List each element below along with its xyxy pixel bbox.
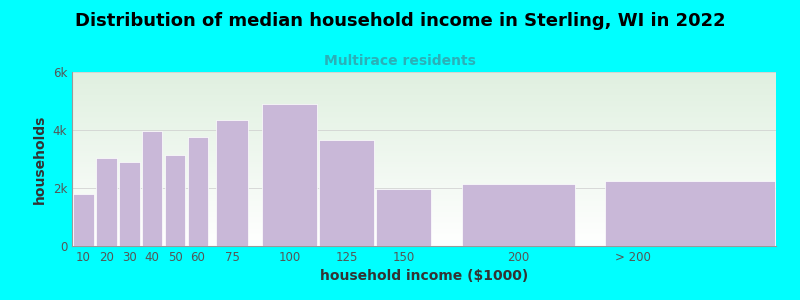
Bar: [377, 190, 431, 246]
Bar: [96, 158, 117, 246]
Bar: [606, 181, 775, 246]
Bar: [142, 131, 162, 246]
Bar: [188, 137, 208, 246]
Bar: [462, 184, 574, 246]
Bar: [119, 162, 139, 246]
Bar: [165, 155, 186, 246]
Bar: [73, 194, 94, 246]
Text: Distribution of median household income in Sterling, WI in 2022: Distribution of median household income …: [74, 12, 726, 30]
Bar: [319, 140, 374, 246]
Text: Multirace residents: Multirace residents: [324, 54, 476, 68]
X-axis label: household income ($1000): household income ($1000): [320, 269, 528, 284]
Bar: [262, 104, 317, 246]
Bar: [216, 120, 248, 246]
Y-axis label: households: households: [34, 114, 47, 204]
